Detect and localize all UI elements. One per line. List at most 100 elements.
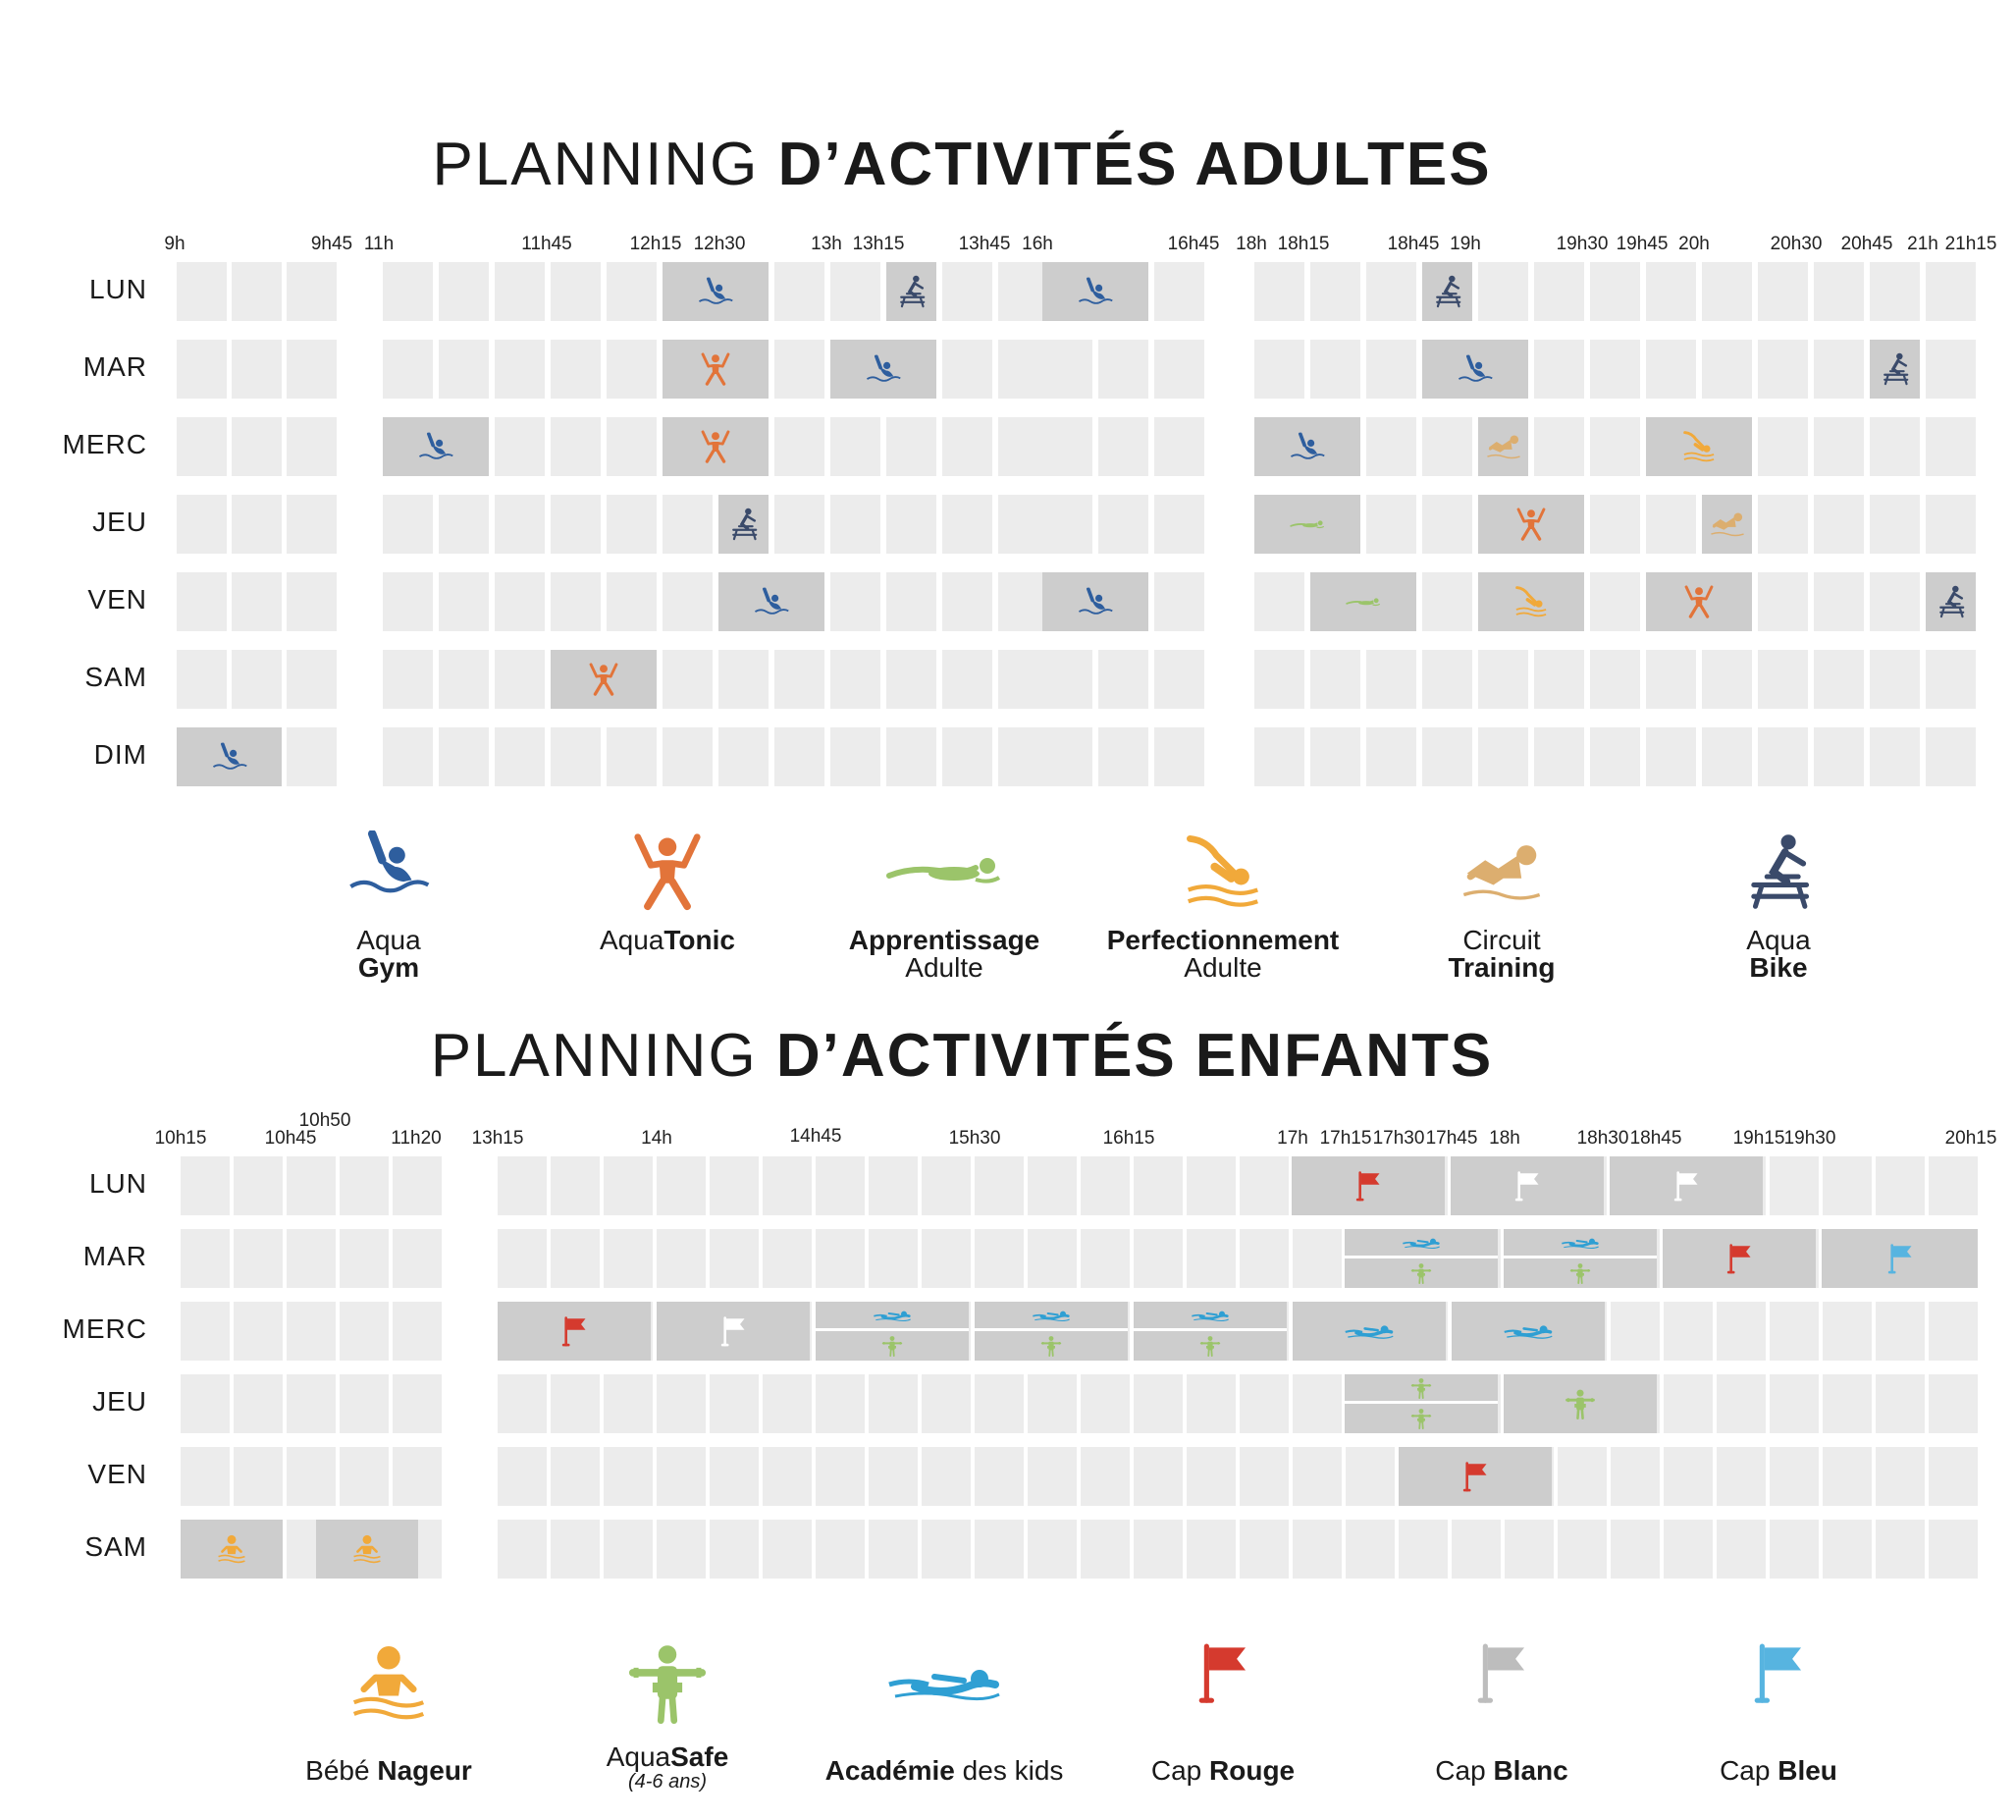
kid-time-label: 17h30	[1372, 1128, 1425, 1149]
kid-slot	[1876, 1156, 1925, 1215]
perfectionnement-icon	[1182, 830, 1264, 918]
adult-activity-block[interactable]	[1478, 495, 1584, 554]
kid-time-label: 18h	[1489, 1128, 1520, 1149]
kid-time-label: 20h15	[1944, 1128, 1997, 1149]
adult-activity-block[interactable]	[1422, 262, 1472, 321]
adult-activity-block[interactable]	[1870, 340, 1920, 399]
adult-slot	[942, 727, 992, 786]
adult-activity-block[interactable]	[1254, 417, 1360, 476]
adult-time-label: 21h	[1907, 234, 1938, 254]
aqua-gym-icon	[212, 742, 247, 772]
adult-slot	[1758, 650, 1808, 709]
adult-activity-block[interactable]	[1926, 572, 1976, 631]
kid-activity-block[interactable]	[316, 1520, 418, 1579]
aqua-tonic-icon	[586, 662, 621, 697]
academie-icon	[1344, 1321, 1395, 1342]
kid-activity-block[interactable]	[1504, 1374, 1657, 1433]
adult-slot	[1814, 340, 1864, 399]
kid-slot	[1664, 1374, 1713, 1433]
kid-activity-block[interactable]	[657, 1302, 810, 1361]
adult-activity-block[interactable]	[718, 495, 769, 554]
kid-slot	[869, 1156, 918, 1215]
kid-slot	[393, 1302, 442, 1361]
kid-slot	[604, 1447, 653, 1506]
kid-activity-block[interactable]	[1822, 1229, 1978, 1288]
adult-activity-block[interactable]	[886, 262, 936, 321]
kid-day-label: MERC	[62, 1313, 147, 1344]
kid-slot	[763, 1156, 812, 1215]
adult-slot	[1534, 340, 1584, 399]
kid-slot	[1028, 1156, 1077, 1215]
adult-slot	[886, 727, 936, 786]
adult-slot	[942, 572, 992, 631]
adult-activity-block[interactable]	[663, 417, 769, 476]
kid-activity-block[interactable]	[1293, 1302, 1446, 1361]
adult-slot	[495, 340, 545, 399]
adult-slot	[1042, 495, 1092, 554]
kid-activity-block[interactable]	[1134, 1302, 1287, 1361]
adult-day-label: MAR	[82, 351, 147, 382]
adult-activity-block[interactable]	[663, 262, 769, 321]
kid-activity-block[interactable]	[1504, 1229, 1657, 1288]
kid-activity-block[interactable]	[1452, 1302, 1605, 1361]
adult-activity-block[interactable]	[177, 727, 282, 786]
adult-time-label: 21h15	[1944, 234, 1997, 254]
adult-activity-block[interactable]	[1254, 495, 1360, 554]
aqua-bike-icon	[1934, 584, 1969, 619]
adult-activity-block[interactable]	[1042, 572, 1148, 631]
kid-time-label: 18h45	[1629, 1128, 1682, 1149]
adult-activity-block[interactable]	[1422, 340, 1528, 399]
adult-activity-block[interactable]	[1646, 417, 1752, 476]
adult-activity-block[interactable]	[383, 417, 489, 476]
kid-slot	[816, 1156, 865, 1215]
adult-slot	[1254, 262, 1304, 321]
adult-slot	[1310, 262, 1360, 321]
adult-activity-block[interactable]	[663, 340, 769, 399]
aqua-bike-icon	[1430, 274, 1465, 309]
adult-activity-block[interactable]	[830, 340, 936, 399]
adult-activity-block[interactable]	[718, 572, 824, 631]
kid-activity-block[interactable]	[816, 1302, 969, 1361]
kid-activity-block[interactable]	[1345, 1374, 1498, 1433]
kid-activity-block[interactable]	[1610, 1156, 1763, 1215]
kid-block-top	[816, 1302, 969, 1331]
kid-activity-block[interactable]	[1292, 1156, 1445, 1215]
kid-activity-block[interactable]	[498, 1302, 651, 1361]
adult-slot	[1534, 650, 1584, 709]
kid-activity-block[interactable]	[1345, 1229, 1498, 1288]
kid-slot	[340, 1447, 389, 1506]
kid-slot	[181, 1447, 230, 1506]
kid-activity-block[interactable]	[181, 1520, 283, 1579]
adult-activity-block[interactable]	[1702, 495, 1752, 554]
kid-activity-block[interactable]	[975, 1302, 1128, 1361]
adult-activity-block[interactable]	[1042, 262, 1148, 321]
aqua-tonic-icon	[698, 429, 733, 464]
academie-icon	[1402, 1235, 1441, 1251]
adult-activity-block[interactable]	[1478, 572, 1584, 631]
kid-activity-block[interactable]	[1663, 1229, 1816, 1288]
adult-activity-block[interactable]	[1478, 417, 1528, 476]
kid-time-label: 19h15	[1732, 1128, 1785, 1149]
adult-activity-block[interactable]	[551, 650, 657, 709]
kid-slot	[1876, 1447, 1925, 1506]
aqua-gym-icon	[418, 432, 453, 461]
adult-slot	[663, 495, 713, 554]
kid-slot	[1929, 1156, 1978, 1215]
kid-slot	[234, 1447, 283, 1506]
adult-slot	[1926, 340, 1976, 399]
kid-slot	[816, 1374, 865, 1433]
perfectionnement-icon	[1681, 429, 1717, 464]
kid-slot	[1823, 1447, 1872, 1506]
aqua-bike-icon	[1878, 351, 1913, 387]
adult-activity-block[interactable]	[1646, 572, 1752, 631]
kid-slot	[922, 1229, 971, 1288]
adult-slot	[1814, 727, 1864, 786]
kid-activity-block[interactable]	[1451, 1156, 1604, 1215]
kid-activity-block[interactable]	[1399, 1447, 1552, 1506]
bebe-nageur-icon	[351, 1533, 383, 1565]
adult-slot	[830, 495, 880, 554]
aqua-bike-icon	[894, 274, 929, 309]
adult-slot	[1254, 572, 1304, 631]
adult-activity-block[interactable]	[1310, 572, 1416, 631]
adult-time-label: 16h45	[1167, 234, 1220, 254]
